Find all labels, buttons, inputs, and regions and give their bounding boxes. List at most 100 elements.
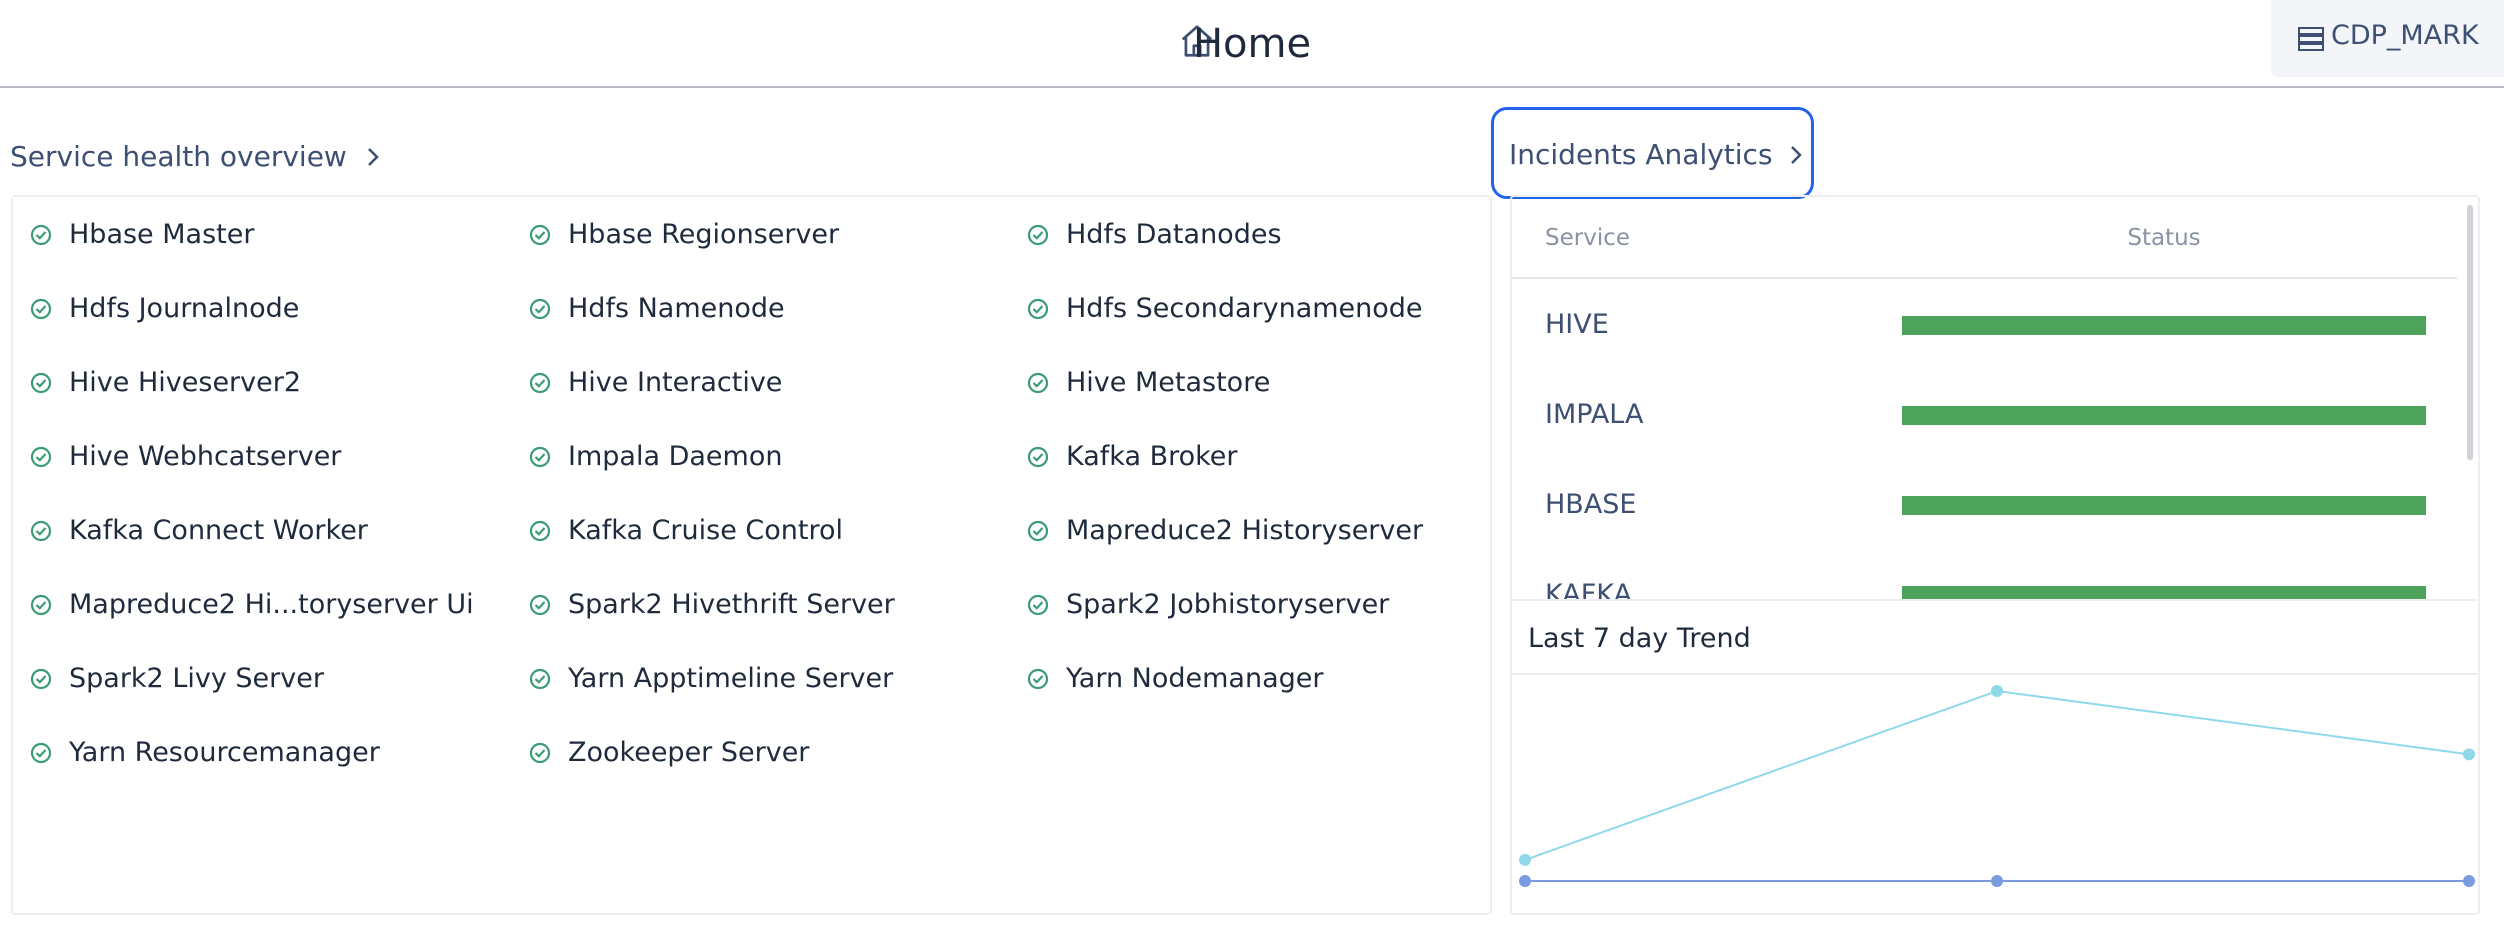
service-item: Mapreduce2 Historyserver bbox=[1027, 513, 1424, 549]
row-label: IMPALA bbox=[1545, 399, 1644, 430]
icon-ring bbox=[30, 520, 52, 542]
icon-check bbox=[1032, 231, 1044, 240]
trend-point bbox=[1519, 875, 1531, 887]
service-health-link[interactable]: Service health overview bbox=[10, 139, 384, 175]
icon-ring bbox=[529, 372, 551, 394]
icon-ring bbox=[529, 298, 551, 320]
icon-check bbox=[35, 453, 47, 462]
icon-ring bbox=[30, 224, 52, 246]
trend-title: Last 7 day Trend bbox=[1528, 623, 1751, 654]
icon-ring bbox=[1027, 372, 1049, 394]
service-item: Kafka Broker bbox=[1027, 439, 1238, 475]
incidents-table: Service Status HIVE IMPALA HBASE KAFKA bbox=[1512, 197, 2478, 601]
service-name: Impala Daemon bbox=[568, 441, 783, 472]
page-title: Home bbox=[1192, 21, 1312, 67]
service-item: Hive Interactive bbox=[529, 365, 783, 401]
status-bar bbox=[1902, 496, 2426, 515]
scrollbar[interactable] bbox=[2467, 205, 2473, 460]
status-icon bbox=[529, 668, 551, 690]
icon-ring bbox=[529, 668, 551, 690]
service-name: Mapreduce2 Hi...toryserver Ui bbox=[69, 589, 474, 620]
user-name: CDP_MARK bbox=[2331, 20, 2479, 51]
service-name: Hdfs Journalnode bbox=[69, 293, 300, 324]
service-item: Spark2 Jobhistoryserver bbox=[1027, 587, 1389, 623]
icon-check bbox=[35, 379, 47, 388]
service-item: Hdfs Secondarynamenode bbox=[1027, 291, 1423, 327]
service-name: Kafka Broker bbox=[1066, 441, 1238, 472]
header-divider bbox=[1512, 277, 2457, 279]
icon-ring bbox=[1027, 520, 1049, 542]
incidents-panel: Service Status HIVE IMPALA HBASE KAFKA Last… bbox=[1510, 195, 2480, 915]
status-icon bbox=[1027, 668, 1049, 690]
service-item: Spark2 Hivethrift Server bbox=[529, 587, 895, 623]
service-item: Hive Metastore bbox=[1027, 365, 1271, 401]
icon-check bbox=[534, 305, 546, 314]
icon-ring bbox=[30, 742, 52, 764]
icon-check bbox=[534, 231, 546, 240]
service-item: Impala Daemon bbox=[529, 439, 783, 475]
icon-check bbox=[1032, 601, 1044, 610]
service-item: Hbase Regionserver bbox=[529, 217, 840, 253]
icon-check bbox=[1032, 379, 1044, 388]
status-icon bbox=[30, 594, 52, 616]
icon-ring bbox=[1027, 298, 1049, 320]
icon-check bbox=[35, 601, 47, 610]
trend-svg bbox=[1519, 685, 2475, 887]
status-bar bbox=[1902, 316, 2426, 335]
icon-ring bbox=[1027, 668, 1049, 690]
user-menu[interactable]: CDP_MARK bbox=[2271, 0, 2504, 77]
service-item: Mapreduce2 Hi...toryserver Ui bbox=[30, 587, 474, 623]
service-name: Hive Webhcatserver bbox=[69, 441, 342, 472]
service-item: Yarn Apptimeline Server bbox=[529, 661, 894, 697]
chevron bbox=[1791, 146, 1803, 164]
row-label: KAFKA bbox=[1545, 579, 1632, 601]
trend-point bbox=[1991, 875, 2003, 887]
icon-check bbox=[534, 675, 546, 684]
column-header: Status bbox=[2127, 225, 2201, 251]
service-item: Kafka Connect Worker bbox=[30, 513, 368, 549]
service-item: Yarn Nodemanager bbox=[1027, 661, 1324, 697]
service-name: Zookeeper Server bbox=[568, 737, 810, 768]
service-item: Hbase Master bbox=[30, 217, 254, 253]
icon-ring bbox=[1027, 224, 1049, 246]
icon-ring bbox=[529, 742, 551, 764]
server-icon bbox=[2298, 27, 2324, 51]
service-item: Spark2 Livy Server bbox=[30, 661, 324, 697]
service-name: Spark2 Livy Server bbox=[69, 663, 324, 694]
service-name: Hive Metastore bbox=[1066, 367, 1271, 398]
section-title: Service health overview bbox=[10, 140, 347, 173]
icon-ring bbox=[529, 224, 551, 246]
trend-point bbox=[2463, 748, 2475, 761]
service-name: Hdfs Datanodes bbox=[1066, 219, 1282, 250]
service-name: Hive Interactive bbox=[568, 367, 783, 398]
service-name: Hbase Regionserver bbox=[568, 219, 840, 250]
icon-check bbox=[35, 749, 47, 758]
home-icon bbox=[1181, 25, 1213, 57]
service-name: Hdfs Namenode bbox=[568, 293, 785, 324]
service-name: Yarn Apptimeline Server bbox=[568, 663, 894, 694]
icon-check bbox=[1032, 305, 1044, 314]
service-name: Kafka Connect Worker bbox=[69, 515, 368, 546]
icon-ring bbox=[30, 446, 52, 468]
status-icon bbox=[30, 668, 52, 690]
service-item: Zookeeper Server bbox=[529, 735, 810, 771]
incidents-analytics-link[interactable]: Incidents Analytics bbox=[1491, 107, 1814, 199]
service-name: Mapreduce2 Historyserver bbox=[1066, 515, 1424, 546]
status-icon bbox=[30, 446, 52, 468]
icon-check bbox=[35, 527, 47, 536]
icon-check bbox=[35, 231, 47, 240]
status-icon bbox=[1027, 298, 1049, 320]
icon-check bbox=[534, 749, 546, 758]
status-icon bbox=[529, 372, 551, 394]
status-icon bbox=[529, 520, 551, 542]
icon-check bbox=[35, 305, 47, 314]
icon-ring bbox=[30, 668, 52, 690]
icon-ring bbox=[1027, 446, 1049, 468]
status-icon bbox=[529, 594, 551, 616]
service-item: Hive Webhcatserver bbox=[30, 439, 342, 475]
status-icon bbox=[30, 372, 52, 394]
trend-point bbox=[1991, 685, 2003, 697]
service-name: Yarn Nodemanager bbox=[1066, 663, 1324, 694]
icon-ring bbox=[30, 372, 52, 394]
